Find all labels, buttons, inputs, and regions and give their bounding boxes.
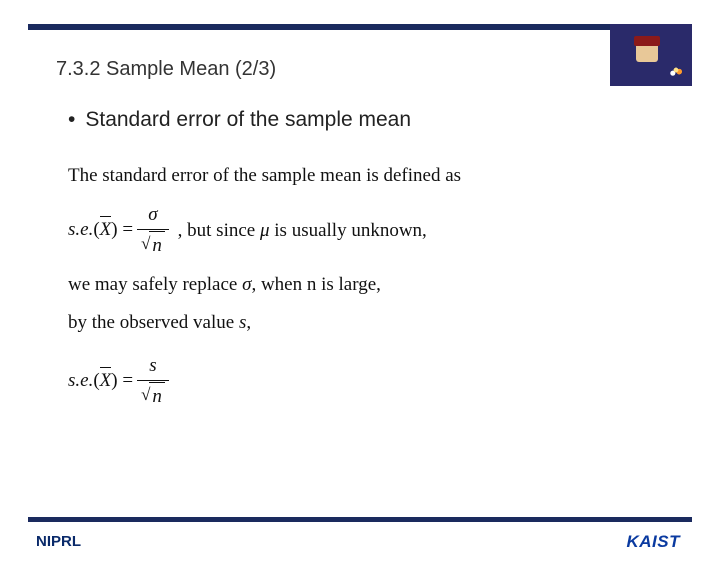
footer-logo: KAIST xyxy=(627,532,681,552)
welder-icon xyxy=(630,34,672,76)
usually-unknown-text: is usually unknown, xyxy=(274,219,427,240)
slide-title: 7.3.2 Sample Mean (2/3) xyxy=(56,58,276,81)
s-numerator: s xyxy=(145,352,160,381)
x-bar: X xyxy=(100,216,112,245)
logo-text: KAIST xyxy=(627,532,681,552)
x-bar-2: X xyxy=(100,367,112,396)
math-line-3: we may safely replace σ, when n is large… xyxy=(68,271,720,300)
top-divider xyxy=(28,24,692,30)
sqrt-n-2: √n xyxy=(141,382,165,412)
bullet-dot: • xyxy=(68,108,75,131)
footer-left-label: NIPRL xyxy=(36,533,81,550)
denominator-2: √n xyxy=(137,381,169,412)
sparks-icon xyxy=(668,62,684,78)
but-since-text: , but since xyxy=(178,219,260,240)
corner-illustration xyxy=(610,24,692,86)
replace-text: we may safely replace xyxy=(68,274,242,295)
math-line-4: by the observed value s, xyxy=(68,309,720,338)
math-line-2: s.e.(X) = σ √n , but since μ is usually … xyxy=(68,201,720,261)
math-block: The standard error of the sample mean is… xyxy=(68,162,720,412)
bottom-divider xyxy=(28,517,692,522)
mu-symbol: μ xyxy=(260,219,270,240)
observed-value-text: by the observed value xyxy=(68,312,239,333)
denominator: √n xyxy=(137,230,169,261)
fraction-sigma-over-rootn: σ √n xyxy=(137,201,169,261)
se-label-2: s.e. xyxy=(68,367,93,396)
se-equation-sigma: s.e.(X) = σ √n xyxy=(68,201,173,261)
sigma-symbol: σ xyxy=(144,201,161,230)
math-line-1: The standard error of the sample mean is… xyxy=(68,162,720,191)
bullet-text: Standard error of the sample mean xyxy=(85,108,411,131)
bullet-item: • Standard error of the sample mean xyxy=(68,108,720,132)
header-row: 7.3.2 Sample Mean (2/3) xyxy=(56,50,692,86)
sqrt-n: √n xyxy=(141,231,165,261)
se-label: s.e. xyxy=(68,216,93,245)
se-equation-s: s.e.(X) = s √n xyxy=(68,352,173,412)
math-line-5: s.e.(X) = s √n xyxy=(68,352,720,412)
comma: , xyxy=(246,312,251,333)
when-large-text: , when n is large, xyxy=(251,274,380,295)
fraction-s-over-rootn: s √n xyxy=(137,352,169,412)
